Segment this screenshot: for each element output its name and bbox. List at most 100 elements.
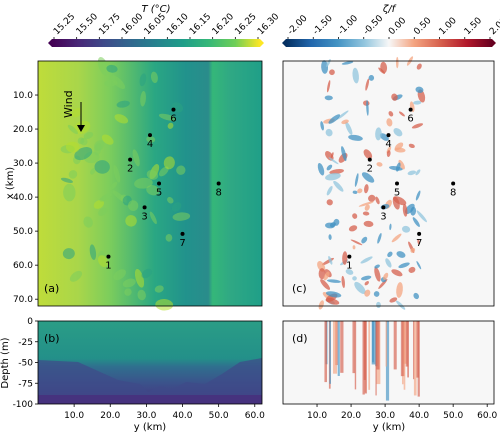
panel-c-filament <box>329 168 344 175</box>
station-label: 4 <box>385 139 391 150</box>
panel-c-filament <box>364 204 370 211</box>
panel-c-filament <box>376 162 383 167</box>
panel-d-stripe <box>393 321 397 370</box>
station-marker <box>106 254 111 259</box>
panel-d-stripe <box>324 321 328 383</box>
panel-a-eddy <box>167 122 174 129</box>
station-marker <box>157 181 162 186</box>
panel-a-eddy <box>151 144 162 151</box>
panel-d-stripe <box>340 321 344 373</box>
panel-c-filament <box>416 260 422 270</box>
panel-a-eddy <box>146 184 160 196</box>
panel-c-filament <box>352 213 358 219</box>
panel-d-stripe <box>371 321 375 363</box>
panel-a: Wind 1 2 3 4 5 6 7 8 10.0 20.0 30.0 40.0 50.0 60.0 70… <box>5 57 263 311</box>
panel-b-bottom-layer <box>38 395 262 404</box>
panel-c-filament <box>354 173 359 187</box>
panel-a-eddy <box>171 202 182 212</box>
colorbar-temperature-tick-label: 16.15 <box>188 12 213 37</box>
panel-c-filament <box>407 170 417 176</box>
panel-b-xlabel: y (km) <box>134 422 167 433</box>
panel-a-eddy <box>68 170 78 179</box>
panel-c-filament <box>410 206 417 216</box>
panel-c-filament <box>413 292 420 300</box>
panel-c-filament <box>366 99 369 116</box>
colorbar-temperature-extend-low <box>48 39 52 47</box>
panel-a-eddy <box>65 141 80 153</box>
panel-c-filament <box>325 172 341 181</box>
panel-d-stripe <box>413 321 415 380</box>
station-marker <box>386 133 391 138</box>
station-marker <box>128 157 133 162</box>
station-marker <box>408 107 413 112</box>
panel-c-filament <box>368 194 376 202</box>
panel-a-eddy <box>89 244 97 260</box>
panel-c-filament <box>391 269 403 277</box>
panel-a-eddy <box>132 149 140 167</box>
panel-c-filament <box>375 196 380 205</box>
panel-d-xtick-label: 50.0 <box>443 411 463 421</box>
station-label: 8 <box>215 188 221 199</box>
panel-b-deep-layer <box>38 358 262 404</box>
panel-a-eddy <box>94 160 110 174</box>
panel-d-vorticity-columns <box>324 321 420 401</box>
panel-d-xtick-label: 40.0 <box>409 411 429 421</box>
colorbar-vorticity-tick-label: -1.00 <box>337 13 361 37</box>
panel-c-filament <box>325 291 342 298</box>
panel-a-ytick-label: 50.0 <box>13 227 33 237</box>
panel-a-eddy <box>98 207 108 216</box>
panel-b-xtick-label: 40.0 <box>172 411 192 421</box>
panel-a-eddy <box>62 248 75 260</box>
panel-a-eddy <box>155 298 174 311</box>
panel-d-stripe <box>362 321 365 395</box>
panel-c-vorticity-filaments <box>317 56 427 310</box>
colorbar-vorticity-extend-high <box>492 39 496 47</box>
panel-a-eddy <box>97 57 109 76</box>
panel-d-xtick-label: 20.0 <box>341 411 361 421</box>
colorbar-vorticity-tick-label: 0.50 <box>412 16 433 37</box>
colorbar-temperature-tick-label: 16.20 <box>211 12 236 37</box>
panel-a-eddy <box>149 211 157 225</box>
panel-c-filament <box>324 95 333 101</box>
panel-c-filament <box>320 279 331 290</box>
panel-c-filament <box>362 211 370 216</box>
panel-a-eddy <box>104 79 118 87</box>
panel-a-eddy <box>60 177 73 183</box>
panel-d-stripe <box>403 321 406 390</box>
colorbar-vorticity-tick-label: 1.00 <box>438 16 459 37</box>
panel-a-eddy <box>74 147 93 161</box>
panel-c-filament <box>350 239 363 246</box>
panel-c-filament <box>374 267 381 282</box>
panel-a-ytick-label: 30.0 <box>13 159 33 169</box>
panel-c-filament <box>328 234 332 240</box>
panel-c-filament <box>321 60 329 74</box>
panel-c-filament <box>415 190 421 201</box>
panel-a-eddy <box>163 156 175 170</box>
colorbar-temperature-tick-label: 15.50 <box>75 12 100 37</box>
panel-c-filament <box>401 225 411 233</box>
panel-c-filament <box>358 201 374 207</box>
panel-c-filament <box>395 162 401 172</box>
panel-a-eddy <box>134 177 153 189</box>
panel-b-xtick-label: 50.0 <box>209 411 229 421</box>
colorbar-vorticity-tick-label: -0.50 <box>362 13 386 37</box>
panel-a-eddy <box>99 193 112 202</box>
panel-c-filament <box>408 266 416 273</box>
panel-b-xtick-label: 20.0 <box>100 411 120 421</box>
panel-a-eddy <box>122 278 136 288</box>
panel-c-filament <box>361 236 368 244</box>
panel-c-filament <box>396 251 406 258</box>
panel-a-eddy <box>101 134 114 145</box>
panel-b-ylabel: Depth (m) <box>0 337 11 388</box>
panel-a-eddy <box>80 137 88 146</box>
panel-a-eddy <box>109 181 118 191</box>
station-label: 3 <box>380 211 386 222</box>
panel-c-filament <box>388 111 394 117</box>
panel-b-xtick-label: 60.0 <box>245 411 265 421</box>
panel-c-filament <box>364 281 369 286</box>
colorbar-temperature-bar <box>52 39 260 47</box>
colorbar-vorticity-tick-label: -2.00 <box>286 13 310 37</box>
panel-a-eddy <box>113 269 126 281</box>
panel-a-eddy <box>140 91 146 107</box>
colorbar-temperature-label: T (°C) <box>141 4 170 15</box>
